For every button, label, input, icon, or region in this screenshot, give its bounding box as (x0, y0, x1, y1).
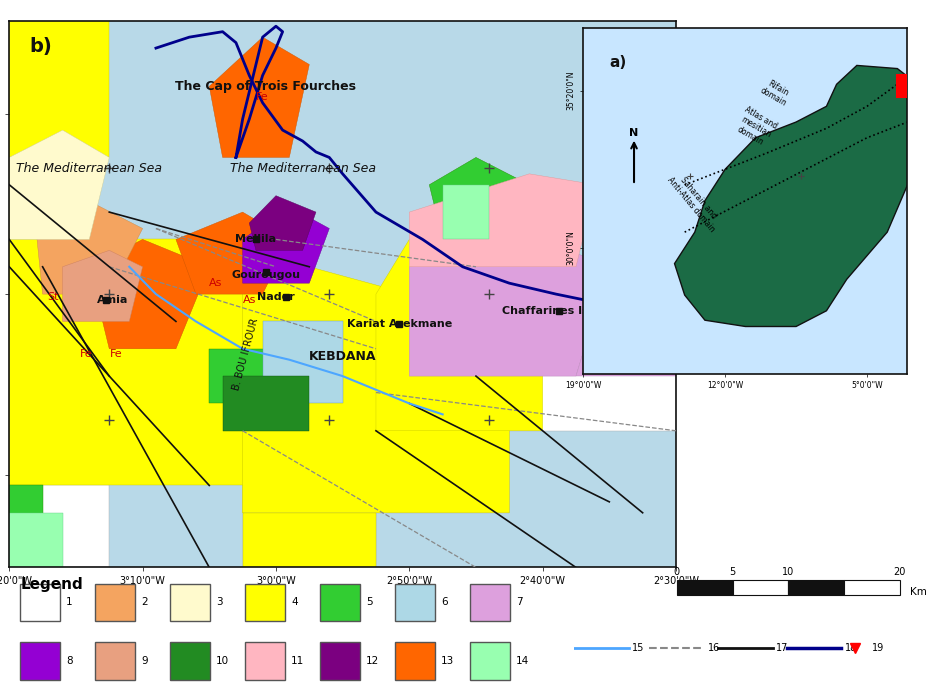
Polygon shape (9, 486, 43, 567)
Text: 19: 19 (872, 644, 884, 653)
Text: 5: 5 (366, 597, 372, 608)
Bar (470, 642, 510, 680)
Text: Atlas and
mesitian
domain: Atlas and mesitian domain (732, 105, 779, 149)
Text: 5: 5 (730, 567, 735, 577)
Text: 15: 15 (632, 644, 644, 653)
Text: 17: 17 (776, 644, 789, 653)
Text: 11: 11 (291, 656, 305, 666)
Polygon shape (243, 513, 376, 567)
Polygon shape (409, 239, 609, 376)
Polygon shape (263, 321, 343, 403)
Bar (788, 580, 844, 595)
Text: N: N (630, 128, 639, 138)
Polygon shape (674, 66, 926, 327)
Polygon shape (209, 37, 309, 157)
Polygon shape (576, 266, 676, 376)
Text: Fe: Fe (109, 349, 122, 359)
Text: 10: 10 (782, 567, 795, 577)
Polygon shape (176, 212, 289, 294)
Text: Km: Km (910, 588, 926, 597)
Polygon shape (249, 196, 316, 251)
Bar (677, 580, 732, 595)
Text: As: As (243, 295, 256, 304)
Bar (170, 642, 210, 680)
Polygon shape (63, 251, 143, 321)
Bar (20, 642, 60, 680)
Bar (95, 583, 135, 621)
Bar (470, 583, 510, 621)
Text: Chaffarines Islands: Chaffarines Islands (503, 305, 623, 316)
Bar (395, 583, 435, 621)
Polygon shape (9, 486, 109, 567)
Polygon shape (9, 239, 376, 567)
Text: 16: 16 (707, 644, 720, 653)
Text: 8: 8 (66, 656, 72, 666)
Text: Gourougou: Gourougou (232, 270, 300, 280)
Text: Amia: Amia (97, 295, 129, 304)
Bar (320, 583, 360, 621)
Polygon shape (243, 239, 509, 513)
Text: St: St (47, 292, 58, 302)
Text: 14: 14 (516, 656, 530, 666)
Polygon shape (376, 239, 543, 430)
Text: 4: 4 (291, 597, 297, 608)
Bar (732, 580, 788, 595)
Bar (844, 580, 900, 595)
Text: a): a) (609, 55, 627, 71)
Bar (320, 642, 360, 680)
Text: 13: 13 (441, 656, 455, 666)
Text: Kariat Arekmane: Kariat Arekmane (346, 319, 452, 329)
Polygon shape (443, 185, 489, 239)
Polygon shape (209, 349, 276, 403)
Bar (245, 583, 285, 621)
Text: 2: 2 (141, 597, 147, 608)
Text: Mellila: Mellila (235, 235, 277, 244)
Text: The Mediterranean Sea: The Mediterranean Sea (17, 162, 162, 175)
Text: b): b) (30, 37, 52, 56)
Bar (245, 642, 285, 680)
Polygon shape (9, 21, 109, 157)
Bar (20, 583, 60, 621)
Text: The Cap of Trois Fourches: The Cap of Trois Fourches (175, 80, 357, 93)
Text: Fe: Fe (257, 92, 269, 102)
Polygon shape (430, 157, 530, 239)
Text: Rifain
domain: Rifain domain (758, 77, 793, 109)
Text: 3: 3 (216, 597, 222, 608)
Text: KEBDANA: KEBDANA (309, 350, 376, 363)
Text: Legend: Legend (20, 577, 83, 592)
Text: 9: 9 (141, 656, 147, 666)
Text: 18: 18 (845, 644, 857, 653)
Polygon shape (376, 430, 509, 513)
Polygon shape (222, 376, 309, 430)
Text: B. BOU IFROUR: B. BOU IFROUR (232, 317, 260, 392)
Bar (897, 75, 918, 97)
Polygon shape (36, 201, 143, 294)
Polygon shape (9, 513, 63, 567)
Text: 1: 1 (66, 597, 72, 608)
Bar (170, 583, 210, 621)
Text: Fe: Fe (80, 349, 93, 359)
Polygon shape (509, 294, 676, 430)
Polygon shape (89, 239, 209, 349)
Polygon shape (409, 174, 596, 266)
Polygon shape (243, 207, 330, 283)
Text: 12: 12 (366, 656, 380, 666)
Polygon shape (9, 157, 76, 239)
Text: 20: 20 (894, 567, 906, 577)
Text: 10: 10 (216, 656, 229, 666)
Text: 0: 0 (674, 567, 680, 577)
Text: The Mediterranean Sea: The Mediterranean Sea (230, 162, 376, 175)
Text: 7: 7 (516, 597, 522, 608)
Polygon shape (9, 130, 109, 239)
Text: Nador: Nador (257, 292, 294, 302)
Text: As: As (209, 278, 222, 288)
Text: Saharain and
Anti-Atlas domain: Saharain and Anti-Atlas domain (666, 169, 724, 234)
Bar (395, 642, 435, 680)
Text: 6: 6 (441, 597, 447, 608)
Bar (95, 642, 135, 680)
